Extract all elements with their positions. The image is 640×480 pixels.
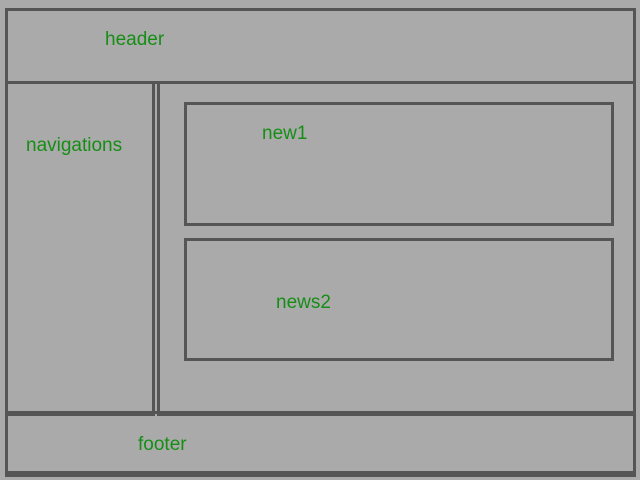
news2-box (184, 238, 614, 361)
footer-section (5, 411, 636, 474)
content-area (157, 81, 636, 416)
news1-box (184, 102, 614, 226)
header-section (5, 8, 636, 84)
footer-label: footer (138, 434, 187, 455)
header-label: header (105, 29, 165, 50)
news1-label: new1 (262, 123, 308, 144)
navigation-sidebar (5, 81, 155, 416)
news2-label: news2 (276, 292, 331, 313)
navigation-label: navigations (26, 135, 123, 156)
